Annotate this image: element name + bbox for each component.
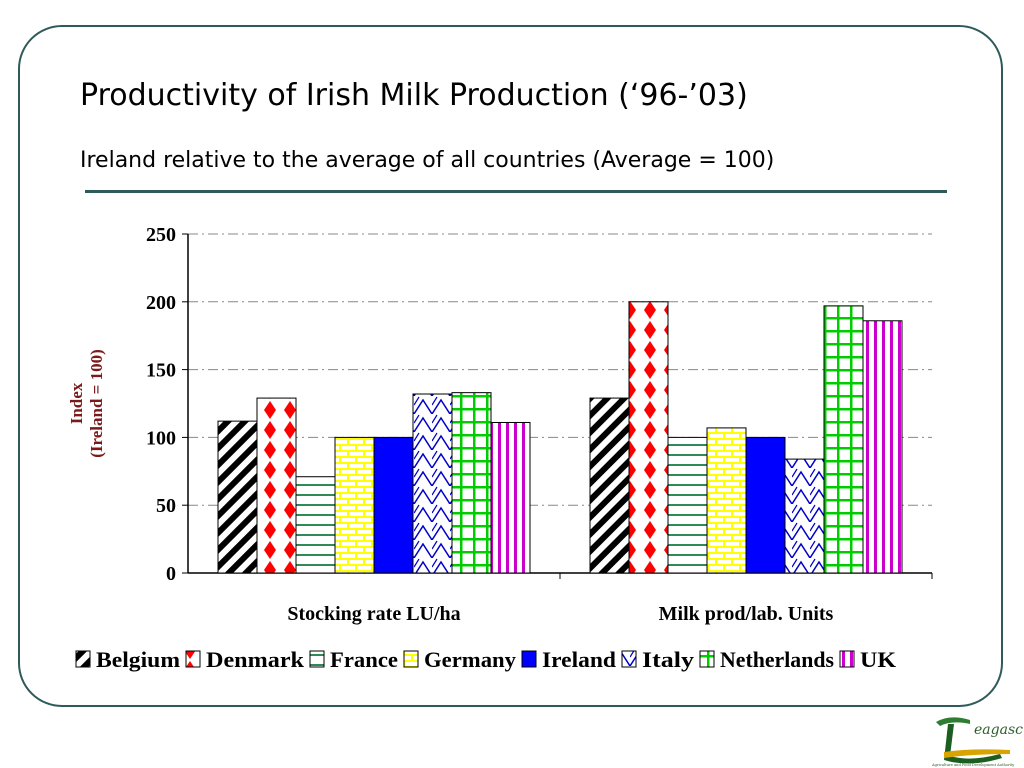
bar-italy	[412, 393, 453, 574]
legend-label-uk: UK	[860, 647, 896, 672]
slide-title: Productivity of Irish Milk Production (‘…	[80, 78, 748, 113]
legend-swatch-denmark	[185, 650, 201, 668]
bar-denmark	[256, 397, 297, 574]
bar-denmark	[628, 301, 669, 574]
legend-swatch-germany	[403, 650, 419, 668]
bar-france	[667, 436, 708, 574]
legend-label-belgium: Belgium	[96, 647, 180, 672]
y-axis-label-line: Index	[67, 382, 86, 424]
bar-netherlands	[823, 305, 864, 574]
bar-ireland	[373, 436, 414, 574]
bar-germany	[706, 427, 747, 574]
bar-italy	[784, 458, 825, 574]
y-tick-label: 50	[156, 495, 176, 517]
legend-label-netherlands: Netherlands	[720, 647, 834, 672]
bar-germany	[334, 436, 375, 574]
svg-text:Agriculture and Food Developme: Agriculture and Food Development Authori…	[931, 763, 1015, 767]
legend-swatch-france	[309, 650, 325, 668]
title-divider	[85, 190, 947, 193]
slide-frame	[18, 25, 1003, 707]
bar-ireland	[745, 436, 786, 574]
bar-uk	[862, 320, 903, 574]
y-tick-label: 250	[146, 224, 176, 246]
teagasc-logo: eagasc Agriculture and Food Development …	[931, 717, 1023, 767]
slide-subtitle: Ireland relative to the average of all c…	[80, 148, 775, 173]
x-category-label: Milk prod/lab. Units	[659, 603, 834, 625]
bar-france	[295, 476, 336, 574]
bar-belgium	[589, 397, 630, 574]
bar-uk	[490, 421, 531, 574]
legend-label-italy: Italy	[642, 647, 694, 672]
y-axis-label-line: (Ireland = 100)	[87, 349, 106, 458]
legend-swatch-italy	[621, 650, 637, 668]
y-axis-label: Index(Ireland = 100)	[67, 349, 106, 458]
legend-label-denmark: Denmark	[206, 647, 305, 672]
y-tick-label: 0	[166, 563, 176, 585]
legend-label-germany: Germany	[424, 647, 516, 672]
legend-swatch-uk	[839, 650, 855, 668]
legend-label-france: France	[330, 647, 398, 672]
legend-swatch-netherlands	[699, 650, 715, 668]
svg-text:eagasc: eagasc	[974, 722, 1023, 738]
y-tick-label: 200	[146, 292, 176, 314]
x-category-label: Stocking rate LU/ha	[287, 603, 460, 625]
legend-label-ireland: Ireland	[542, 647, 616, 672]
legend-swatch-ireland	[521, 650, 537, 668]
y-tick-label: 150	[146, 360, 176, 382]
bar-belgium	[217, 420, 258, 574]
bar-netherlands	[451, 392, 492, 574]
legend-swatch-belgium	[75, 650, 91, 668]
y-tick-label: 100	[146, 427, 176, 449]
